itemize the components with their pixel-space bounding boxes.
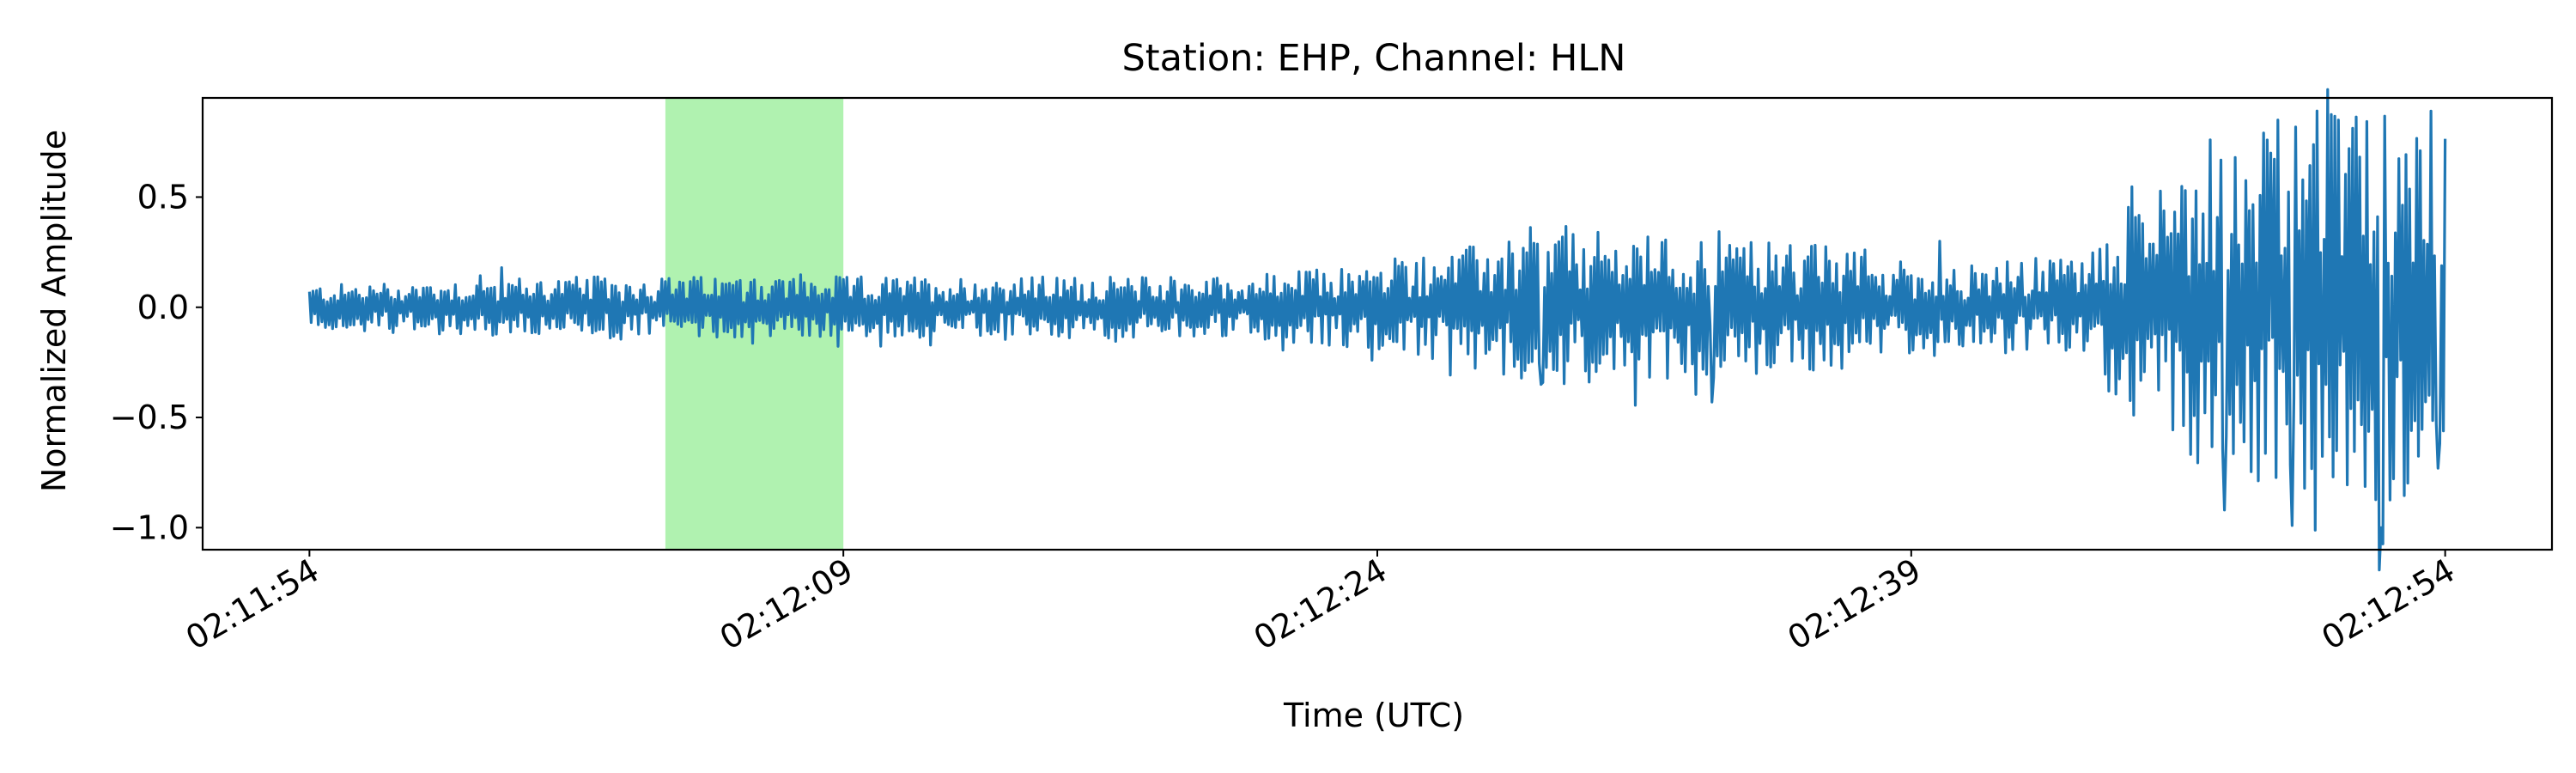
- y-tick-label: −0.5: [110, 399, 189, 436]
- y-axis-label: Normalized Amplitude: [35, 130, 73, 492]
- y-tick-label: 0.5: [137, 178, 189, 216]
- series-layer: [307, 88, 2447, 572]
- y-tick-label: −1.0: [110, 508, 189, 546]
- y-tick-label: 0.0: [137, 289, 189, 326]
- chart-title: Station: EHP, Channel: HLN: [1122, 37, 1626, 80]
- x-axis-label: Time (UTC): [1283, 697, 1464, 734]
- waveform-line: [307, 88, 2447, 572]
- y-axis-ticks: 0.5 0.0 −0.5 −1.0: [110, 178, 203, 546]
